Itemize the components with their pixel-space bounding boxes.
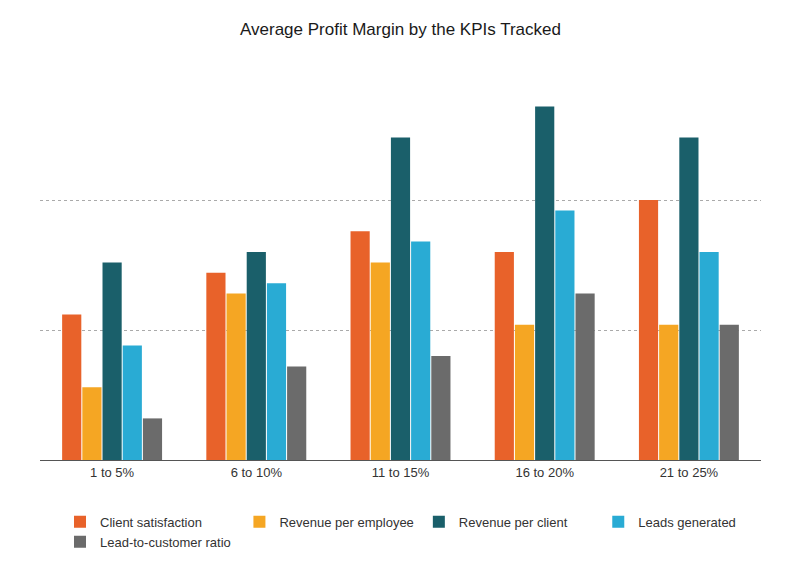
svg-text:16 to 20%: 16 to 20% (515, 465, 574, 480)
svg-text:Average Profit Margin by the K: Average Profit Margin by the KPIs Tracke… (240, 20, 561, 39)
svg-text:11 to 15%: 11 to 15% (372, 465, 430, 480)
svg-text:21 to 25%: 21 to 25% (660, 465, 719, 480)
svg-text:Lead-to-customer ratio: Lead-to-customer ratio (100, 535, 231, 550)
svg-text:Client satisfaction: Client satisfaction (100, 515, 202, 530)
svg-text:1 to 5%: 1 to 5% (90, 465, 135, 480)
svg-text:Revenue per employee: Revenue per employee (279, 515, 413, 530)
svg-text:Revenue per client: Revenue per client (459, 515, 568, 530)
svg-text:6 to 10%: 6 to 10% (231, 465, 283, 480)
svg-text:Leads generated: Leads generated (638, 515, 736, 530)
